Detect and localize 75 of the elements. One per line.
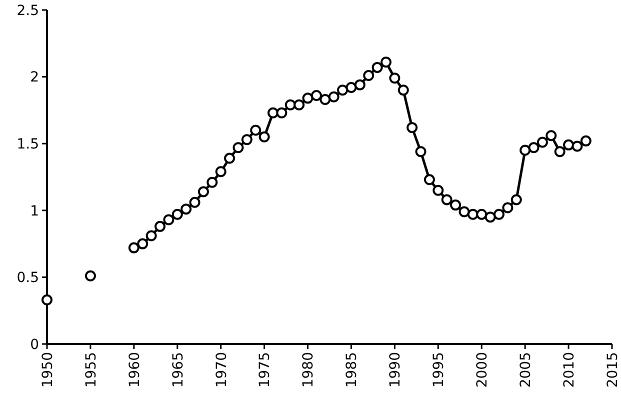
point [432, 184, 444, 196]
point [554, 146, 566, 158]
x-tick-label: 1995 [431, 352, 448, 388]
point [198, 186, 209, 198]
point [250, 124, 262, 136]
x-tick-label: 1965 [170, 352, 186, 388]
point [189, 196, 200, 208]
point [224, 152, 236, 164]
point [502, 202, 514, 214]
point [284, 99, 296, 110]
point [258, 131, 270, 142]
point [520, 144, 531, 156]
point [546, 130, 557, 142]
point [389, 72, 400, 84]
point [450, 200, 462, 211]
point [172, 208, 183, 220]
point [494, 208, 504, 220]
point [580, 135, 592, 146]
point [528, 142, 540, 154]
point [398, 84, 409, 96]
point [180, 204, 192, 215]
point [372, 62, 383, 73]
point [232, 142, 244, 154]
x-tick-label: 1955 [83, 352, 100, 388]
y-tick-label: 2.5 [16, 2, 39, 19]
y-tick-label: 2 [30, 70, 39, 86]
point [467, 208, 478, 220]
x-tick-label: 1990 [388, 352, 404, 388]
point [424, 174, 435, 186]
y-tick-label: 0.5 [16, 270, 39, 286]
point [154, 220, 166, 232]
point [268, 107, 278, 118]
point [476, 208, 488, 220]
x-tick-label: 2000 [474, 352, 491, 388]
y-tick-label: 0 [30, 336, 39, 353]
point [302, 92, 314, 104]
point [406, 122, 418, 134]
y-tick-label: 1 [30, 203, 39, 220]
point [354, 79, 366, 90]
x-tick-label: 2005 [518, 352, 534, 388]
point [146, 230, 157, 242]
x-tick-label: 1975 [257, 352, 274, 388]
x-tick-label: 1980 [300, 352, 317, 388]
point [536, 136, 548, 148]
point [510, 194, 522, 206]
point [215, 166, 226, 178]
point [163, 214, 174, 226]
point [84, 270, 96, 282]
point [320, 94, 331, 106]
point [294, 99, 305, 110]
point [415, 146, 426, 158]
point [346, 82, 357, 93]
x-tick-label: 1960 [126, 352, 143, 388]
point [363, 70, 374, 81]
x-tick-label: 1970 [214, 352, 230, 388]
point [458, 206, 470, 218]
point [128, 242, 140, 254]
point [42, 294, 52, 306]
point [276, 107, 288, 118]
point [572, 140, 583, 152]
point [441, 194, 452, 206]
x-tick-label: 1985 [344, 352, 360, 388]
point [241, 134, 252, 146]
point [484, 212, 496, 223]
x-tick-label: 1950 [40, 352, 56, 388]
point [137, 238, 148, 250]
x-tick-label: 2010 [561, 352, 578, 388]
point [563, 139, 574, 150]
point [206, 176, 218, 188]
point [328, 91, 340, 102]
x-tick-label: 2015 [604, 352, 621, 388]
point [337, 84, 348, 96]
point [310, 90, 322, 102]
y-tick-label: 1.5 [16, 136, 39, 152]
point [380, 56, 392, 68]
